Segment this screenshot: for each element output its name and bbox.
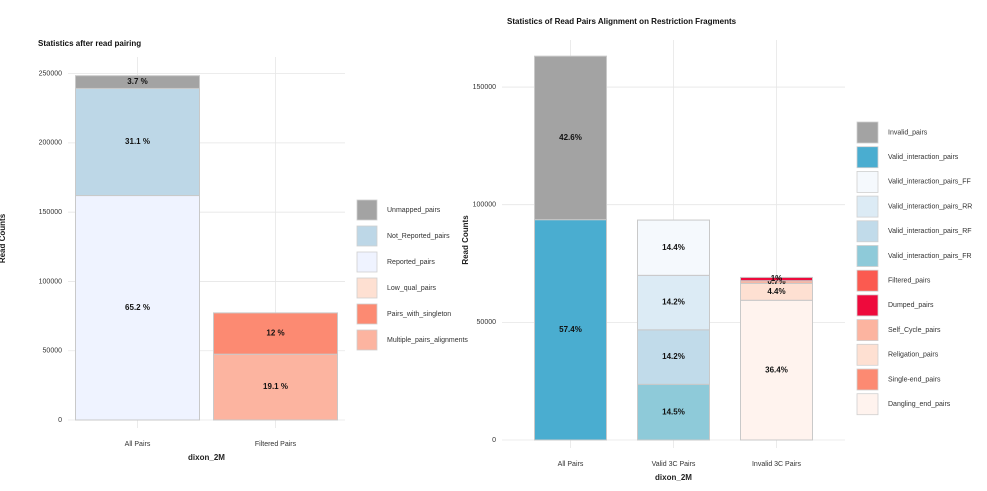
legend-key xyxy=(356,225,378,247)
value-label: 0.7% xyxy=(767,277,785,286)
x-axis-title: dixon_2M xyxy=(188,453,225,462)
legend-key xyxy=(856,220,879,243)
legend-key xyxy=(856,343,879,366)
legend-label: Filtered_pairs xyxy=(888,278,931,285)
value-label: 12 % xyxy=(266,329,284,338)
legend-key xyxy=(356,199,378,221)
y-tick-label: 100000 xyxy=(473,202,496,209)
legend-key xyxy=(856,269,879,292)
x-tick-label: Invalid 3C Pairs xyxy=(752,461,802,468)
y-tick-label: 100000 xyxy=(39,278,62,285)
legend-label: Valid_interaction_pairs_FF xyxy=(888,179,971,186)
legend-label: Religation_pairs xyxy=(888,352,939,359)
legend-label: Low_qual_pairs xyxy=(387,285,437,292)
value-label: 57.4% xyxy=(559,325,582,334)
y-tick-label: 250000 xyxy=(39,70,62,77)
bar-segment xyxy=(75,87,200,197)
legend-label: Not_Reported_pairs xyxy=(387,233,450,240)
legend-label: Invalid_pairs xyxy=(888,129,928,136)
y-axis-title: Read Counts xyxy=(461,215,470,265)
x-tick-label: All Pairs xyxy=(125,441,151,448)
value-label: 3.7 % xyxy=(127,77,147,86)
bar-segment xyxy=(213,312,338,355)
legend-key xyxy=(356,303,378,325)
legend-label: Dumped_pairs xyxy=(888,302,934,309)
value-label: 31.1 % xyxy=(125,137,150,146)
value-label: 14.4% xyxy=(662,243,685,252)
legend-key xyxy=(856,368,879,391)
bar-segment xyxy=(75,75,200,89)
legend-label: Valid_interaction_pairs_RF xyxy=(888,228,972,235)
value-label: 42.6% xyxy=(559,133,582,142)
bar-segment xyxy=(637,219,710,276)
x-tick-label: Valid 3C Pairs xyxy=(652,461,696,468)
legend-label: Valid_interaction_pairs_FR xyxy=(888,253,972,260)
y-tick-label: 150000 xyxy=(39,209,62,216)
value-label: 14.2% xyxy=(662,352,685,361)
bar-segment xyxy=(534,219,607,441)
y-tick-label: 0 xyxy=(58,417,62,424)
y-tick-label: 200000 xyxy=(39,140,62,147)
bar-segment xyxy=(740,276,813,282)
legend-label: Unmapped_pairs xyxy=(387,207,441,214)
bar-segment xyxy=(75,195,200,421)
legend-key xyxy=(356,277,378,299)
value-label: 14.2% xyxy=(662,298,685,307)
legend-key xyxy=(356,329,378,351)
x-tick-label: All Pairs xyxy=(558,461,584,468)
y-tick-label: 50000 xyxy=(477,319,497,326)
legend-key xyxy=(856,121,879,144)
legend-key xyxy=(856,319,879,342)
bar-segment xyxy=(213,353,338,421)
legend-key xyxy=(856,146,879,169)
y-axis-title: Read Counts xyxy=(0,213,7,263)
bar-segment xyxy=(740,299,813,441)
y-tick-label: 150000 xyxy=(473,84,496,91)
legend-label: Pairs_with_singleton xyxy=(387,311,451,318)
legend-label: Dangling_end_pairs xyxy=(888,401,951,408)
bar-segment xyxy=(637,329,710,385)
bar-segment xyxy=(637,274,710,331)
legend-key xyxy=(856,170,879,193)
legend-label: Valid_interaction_pairs xyxy=(888,154,959,161)
x-tick-label: Filtered Pairs xyxy=(255,441,297,448)
bar-segment xyxy=(534,55,607,221)
legend-label: Single-end_pairs xyxy=(888,376,941,383)
legend-label: Self_Cycle_pairs xyxy=(888,327,941,334)
y-tick-label: 0 xyxy=(492,437,496,444)
legend-key xyxy=(856,195,879,218)
chart-title: Statistics of Read Pairs Alignment on Re… xyxy=(507,17,737,26)
legend-label: Multiple_pairs_alignments xyxy=(387,337,468,344)
x-axis-title: dixon_2M xyxy=(655,473,692,482)
value-label: 1% xyxy=(771,274,783,283)
legend-label: Reported_pairs xyxy=(387,259,435,266)
legend-key xyxy=(356,251,378,273)
value-label: 19.1 % xyxy=(263,382,288,391)
y-tick-label: 50000 xyxy=(43,348,63,355)
value-label: 65.2 % xyxy=(125,303,150,312)
legend-key xyxy=(856,294,879,317)
value-label: 36.4% xyxy=(765,365,788,374)
legend-label: Valid_interaction_pairs_RR xyxy=(888,203,972,210)
value-label: 4.4% xyxy=(767,287,785,296)
legend-key xyxy=(856,393,879,416)
chart-title: Statistics after read pairing xyxy=(38,39,141,48)
value-label: 14.5% xyxy=(662,407,685,416)
legend-key xyxy=(856,245,879,267)
